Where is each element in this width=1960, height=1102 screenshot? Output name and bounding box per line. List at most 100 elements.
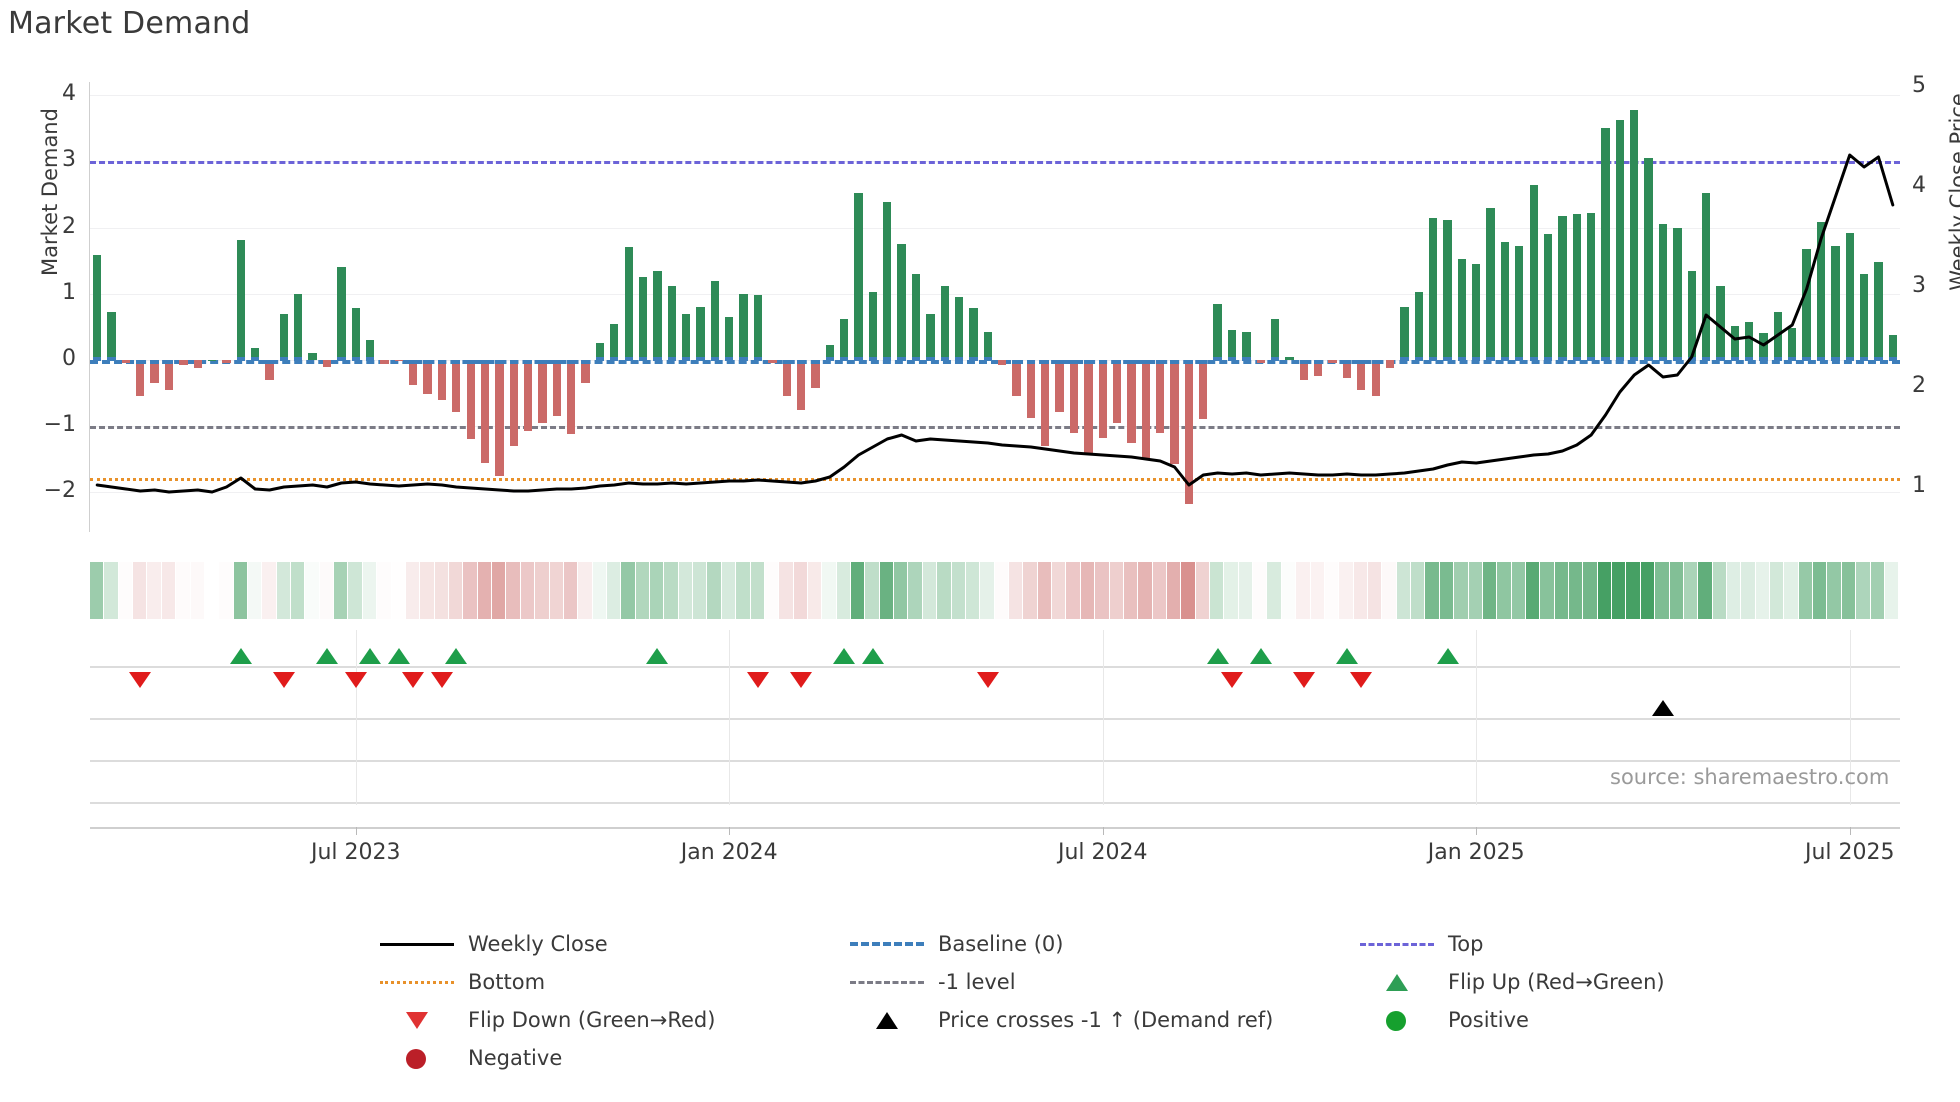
marker-row-guide bbox=[90, 666, 1900, 668]
flip-down-marker[interactable] bbox=[430, 672, 453, 688]
green-dot-glyph bbox=[1386, 1011, 1406, 1031]
heatmap-cell bbox=[1095, 562, 1110, 619]
baseline-cap bbox=[294, 356, 303, 361]
flip-down-marker[interactable] bbox=[1350, 672, 1373, 688]
demand-bar bbox=[1701, 193, 1711, 360]
flip-up-marker[interactable] bbox=[1335, 648, 1358, 664]
heatmap-cell bbox=[851, 562, 866, 619]
flip-down-marker[interactable] bbox=[1221, 672, 1244, 688]
heatmap-cell bbox=[190, 562, 205, 619]
demand-bar bbox=[279, 313, 289, 360]
flip-up-marker[interactable] bbox=[861, 648, 884, 664]
demand-bar bbox=[1041, 359, 1050, 446]
demand-bar bbox=[265, 359, 274, 380]
x-axis-tick-label: Jul 2024 bbox=[1057, 840, 1148, 865]
flip-up-marker[interactable] bbox=[229, 648, 252, 664]
baseline-cap bbox=[954, 356, 964, 361]
marker-vertical-guide bbox=[729, 630, 731, 805]
weekly-close-line bbox=[95, 153, 1895, 494]
source-attribution: source: sharemaestro.com bbox=[1610, 765, 1890, 789]
flip-down-marker[interactable] bbox=[344, 672, 367, 688]
demand-bar bbox=[1242, 332, 1251, 360]
red-dot-icon bbox=[380, 1048, 454, 1069]
baseline-cap bbox=[1874, 356, 1883, 361]
demand-bar bbox=[1012, 359, 1021, 397]
baseline-cap bbox=[1400, 356, 1409, 361]
legend-label: Flip Down (Green→Red) bbox=[468, 1008, 716, 1032]
legend-item-bottom[interactable]: Bottom bbox=[380, 970, 850, 994]
heatmap-cell bbox=[1612, 562, 1627, 619]
demand-bar bbox=[1601, 128, 1610, 360]
heatmap-cell bbox=[736, 562, 751, 619]
legend-item-flip-up[interactable]: Flip Up (Red→Green) bbox=[1360, 970, 1700, 994]
heatmap-cell bbox=[1138, 562, 1153, 619]
baseline-cap bbox=[452, 359, 461, 364]
flip-down-marker[interactable] bbox=[129, 672, 152, 688]
heatmap-cell bbox=[1755, 562, 1771, 619]
heatmap-cell bbox=[305, 562, 320, 619]
baseline-cap bbox=[437, 359, 447, 364]
heatmap-cell bbox=[1468, 562, 1483, 619]
flip-up-marker[interactable] bbox=[1436, 648, 1459, 664]
heatmap-cell bbox=[1454, 562, 1469, 619]
heatmap-cell bbox=[1396, 562, 1412, 619]
demand-bar bbox=[868, 292, 878, 360]
y-axis-right-tick: 1 bbox=[1912, 473, 1926, 498]
baseline-cap bbox=[1213, 356, 1222, 361]
heatmap-cell bbox=[793, 562, 808, 619]
legend-label: Top bbox=[1448, 932, 1484, 956]
heatmap-cell bbox=[448, 562, 464, 619]
dashed-purple-line-icon bbox=[1360, 934, 1434, 954]
heatmap-cell bbox=[1080, 562, 1096, 619]
baseline-cap bbox=[969, 356, 978, 361]
heatmap-cell bbox=[1037, 562, 1053, 619]
flip-up-marker[interactable] bbox=[387, 648, 410, 664]
flip-up-marker[interactable] bbox=[445, 648, 468, 664]
heatmap-cell bbox=[1798, 562, 1814, 619]
legend-item-negative[interactable]: Negative bbox=[380, 1046, 850, 1070]
flip-up-marker[interactable] bbox=[316, 648, 339, 664]
demand-bar bbox=[840, 318, 849, 360]
heatmap-cell bbox=[506, 562, 521, 619]
flip-up-marker[interactable] bbox=[1249, 648, 1272, 664]
heatmap-cell bbox=[836, 562, 852, 619]
demand-bar bbox=[1357, 359, 1366, 390]
heatmap-cell bbox=[1770, 562, 1785, 619]
y-axis-left-tick: 3 bbox=[62, 147, 76, 173]
heatmap-cell bbox=[1813, 562, 1828, 619]
legend-item-positive[interactable]: Positive bbox=[1360, 1008, 1700, 1032]
baseline-cap bbox=[1270, 356, 1280, 361]
heatmap-cell bbox=[276, 562, 292, 619]
marker-vertical-guide bbox=[1849, 630, 1851, 805]
flip-up-marker[interactable] bbox=[359, 648, 382, 664]
baseline-cap bbox=[1601, 356, 1610, 361]
legend-item-baseline[interactable]: Baseline (0) bbox=[850, 932, 1360, 956]
heatmap-cell bbox=[1626, 562, 1641, 619]
demand-bar bbox=[552, 359, 562, 417]
baseline-cap bbox=[911, 356, 921, 361]
price-cross-marker[interactable] bbox=[1651, 700, 1674, 716]
flip-down-marker[interactable] bbox=[272, 672, 295, 688]
baseline-cap bbox=[1041, 359, 1050, 364]
legend-item-price-cross[interactable]: Price crosses -1 ↑ (Demand ref) bbox=[850, 1008, 1360, 1032]
demand-bar bbox=[1314, 359, 1323, 377]
solid-black-line-icon bbox=[380, 934, 454, 954]
baseline-cap bbox=[897, 356, 906, 361]
flip-up-marker[interactable] bbox=[646, 648, 669, 664]
legend-item-weekly-close[interactable]: Weekly Close bbox=[380, 932, 850, 956]
y-axis-right-tick: 2 bbox=[1912, 373, 1926, 398]
legend-item-flip-down[interactable]: Flip Down (Green→Red) bbox=[380, 1008, 850, 1032]
flip-up-marker[interactable] bbox=[833, 648, 856, 664]
flip-up-marker[interactable] bbox=[1206, 648, 1229, 664]
heatmap-cell bbox=[291, 562, 306, 619]
legend-item-minus-one[interactable]: -1 level bbox=[850, 970, 1360, 994]
flip-down-marker[interactable] bbox=[1292, 672, 1315, 688]
flip-down-marker[interactable] bbox=[976, 672, 999, 688]
demand-bar bbox=[308, 353, 317, 360]
demand-heatmap-strip bbox=[90, 562, 1900, 619]
legend-item-top[interactable]: Top bbox=[1360, 932, 1700, 956]
baseline-cap bbox=[1802, 356, 1811, 361]
flip-down-marker[interactable] bbox=[402, 672, 425, 688]
flip-down-marker[interactable] bbox=[790, 672, 813, 688]
flip-down-marker[interactable] bbox=[746, 672, 769, 688]
